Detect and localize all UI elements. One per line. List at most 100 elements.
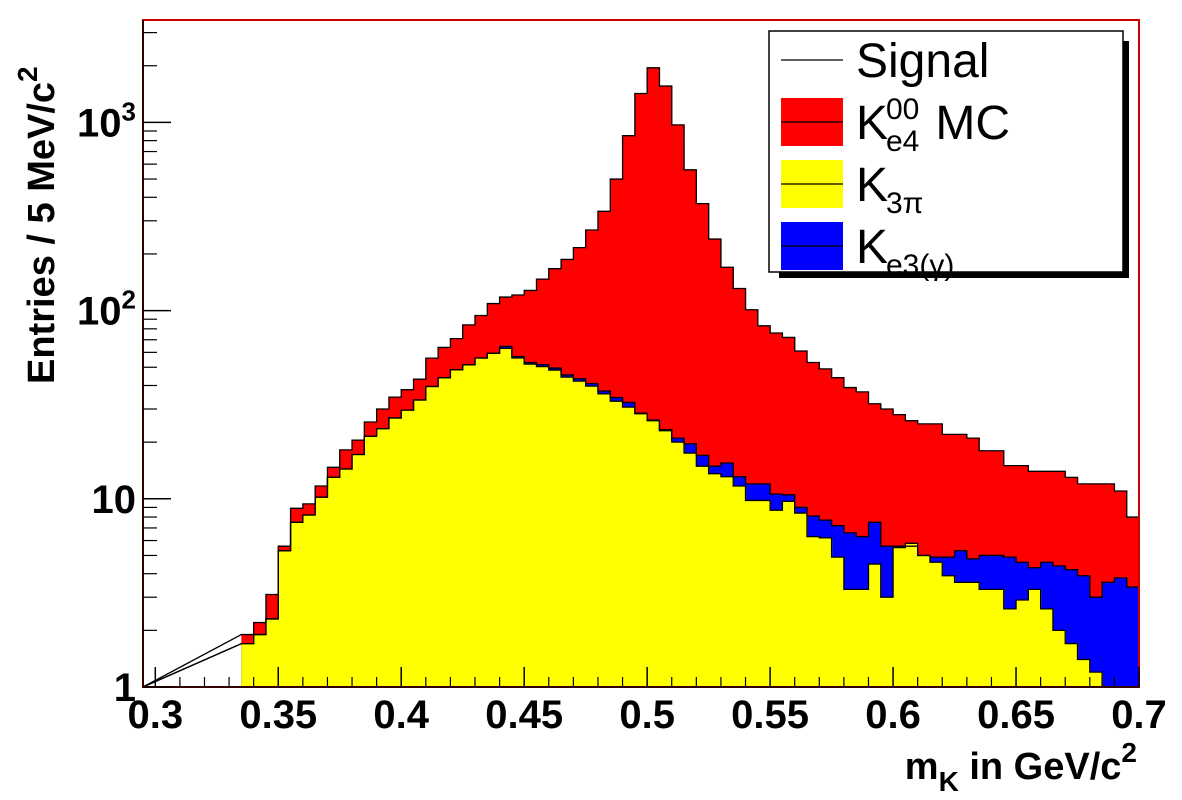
x-axis-title-base: m bbox=[905, 746, 939, 788]
bar-k3pi bbox=[462, 364, 476, 687]
bar-k3pi bbox=[548, 370, 562, 687]
bar-k3pi bbox=[770, 510, 784, 687]
bar-k3pi bbox=[364, 436, 378, 687]
y-tick-labels: 1 10 102 103 bbox=[77, 96, 136, 710]
bar-k3pi bbox=[499, 348, 513, 687]
bar-k3pi bbox=[401, 410, 415, 687]
x-tick-label: 0.7 bbox=[1111, 693, 1167, 737]
outline-ke4-mc bbox=[142, 67, 1139, 688]
bar-k3pi bbox=[794, 513, 808, 687]
bar-k3pi bbox=[585, 386, 599, 687]
bar-k3pi bbox=[388, 417, 402, 687]
bar-k3pi bbox=[376, 428, 390, 687]
bar-k3pi bbox=[807, 536, 820, 687]
bar-k3pi bbox=[647, 420, 661, 687]
bar-k3pi bbox=[720, 476, 734, 687]
bar-k3pi bbox=[696, 466, 710, 687]
bar-k3pi bbox=[634, 413, 648, 687]
bar-k3pi bbox=[597, 393, 611, 687]
x-tick-label: 0.65 bbox=[977, 693, 1055, 737]
bar-k3pi bbox=[290, 522, 304, 687]
legend-label-k3pi: K3π bbox=[856, 159, 923, 220]
bar-k3pi bbox=[1016, 599, 1029, 687]
bar-k3pi bbox=[622, 407, 636, 687]
bar-k3pi bbox=[413, 399, 427, 687]
x-tick-label: 0.5 bbox=[619, 693, 675, 737]
bar-ke3 bbox=[1126, 586, 1140, 687]
x-tick-label: 0.3 bbox=[127, 693, 183, 737]
y-tick-label: 1 bbox=[114, 666, 136, 710]
bar-k3pi bbox=[536, 366, 550, 687]
bar-ke3 bbox=[1102, 582, 1116, 687]
bar-k3pi bbox=[241, 643, 255, 687]
bar-k3pi bbox=[708, 473, 722, 687]
bar-k3pi bbox=[610, 401, 624, 687]
x-tick-label: 0.4 bbox=[373, 693, 429, 737]
bar-k3pi bbox=[1077, 659, 1091, 687]
bar-k3pi bbox=[671, 442, 685, 687]
bar-k3pi bbox=[573, 381, 587, 687]
bar-k3pi bbox=[339, 468, 353, 687]
bar-k3pi bbox=[302, 515, 316, 687]
bar-k3pi bbox=[1028, 589, 1042, 687]
bar-k3pi bbox=[942, 575, 956, 687]
bar-k3pi bbox=[511, 357, 525, 687]
bar-k3pi bbox=[561, 377, 574, 687]
bar-k3pi bbox=[327, 477, 341, 687]
legend-label-ke3: Ke3(γ) bbox=[856, 221, 954, 282]
x-axis-title-sub: K bbox=[939, 766, 959, 797]
bars-layer bbox=[142, 67, 1140, 688]
bar-k3pi bbox=[1003, 608, 1017, 687]
bar-k3pi bbox=[856, 589, 870, 687]
y-axis-title: Entries / 5 MeV/c2 bbox=[12, 66, 63, 384]
x-axis-title-sup: 2 bbox=[1121, 737, 1137, 768]
bar-ke3 bbox=[1089, 597, 1103, 687]
bar-k3pi bbox=[831, 557, 845, 687]
y-axis-title-sup: 2 bbox=[12, 66, 43, 82]
bar-k3pi bbox=[917, 555, 931, 687]
bar-k3pi bbox=[684, 453, 697, 687]
bar-k3pi bbox=[745, 500, 759, 687]
ticks-layer bbox=[143, 31, 1140, 688]
bar-k3pi bbox=[954, 582, 968, 687]
x-tick-label: 0.35 bbox=[239, 693, 317, 737]
bar-ke3 bbox=[1114, 577, 1128, 687]
bar-k3pi bbox=[425, 386, 439, 687]
bar-k3pi bbox=[782, 501, 796, 687]
bar-k3pi bbox=[843, 589, 857, 687]
bar-k3pi bbox=[905, 543, 919, 687]
bar-k3pi bbox=[278, 550, 292, 687]
bar-k3pi bbox=[1040, 608, 1054, 687]
outline-k3pi bbox=[142, 347, 1139, 688]
bar-k3pi bbox=[438, 377, 452, 687]
bar-k3pi bbox=[524, 364, 538, 687]
bar-k3pi bbox=[475, 357, 488, 687]
bar-k3pi bbox=[450, 369, 464, 687]
bar-k3pi bbox=[1089, 672, 1103, 687]
legend-label-signal: Signal bbox=[856, 35, 989, 88]
bar-k3pi bbox=[1065, 643, 1079, 687]
bar-k3pi bbox=[966, 582, 980, 687]
bar-k3pi bbox=[253, 634, 267, 687]
x-tick-label: 0.45 bbox=[485, 693, 563, 737]
bar-k3pi bbox=[733, 485, 747, 687]
x-axis-title: mK in GeV/c2 bbox=[905, 737, 1137, 797]
bar-k3pi bbox=[659, 430, 673, 687]
y-tick-label: 103 bbox=[77, 96, 136, 145]
x-tick-label: 0.55 bbox=[731, 693, 809, 737]
bar-k3pi bbox=[893, 547, 906, 687]
bar-k3pi bbox=[868, 564, 882, 687]
x-axis-title-rest: in GeV/c bbox=[959, 746, 1122, 788]
y-tick-label: 10 bbox=[92, 478, 137, 522]
x-tick-labels: 0.3 0.35 0.4 0.45 0.5 0.55 0.6 0.65 0.7 bbox=[127, 693, 1166, 737]
bar-k3pi bbox=[991, 589, 1005, 687]
bar-k3pi bbox=[1052, 630, 1066, 687]
x-tick-label: 0.6 bbox=[865, 693, 921, 737]
y-axis-title-base: Entries / 5 MeV/c bbox=[21, 82, 63, 384]
bar-k3pi bbox=[352, 454, 365, 687]
bar-k3pi bbox=[819, 537, 833, 687]
bar-k3pi bbox=[979, 589, 993, 687]
